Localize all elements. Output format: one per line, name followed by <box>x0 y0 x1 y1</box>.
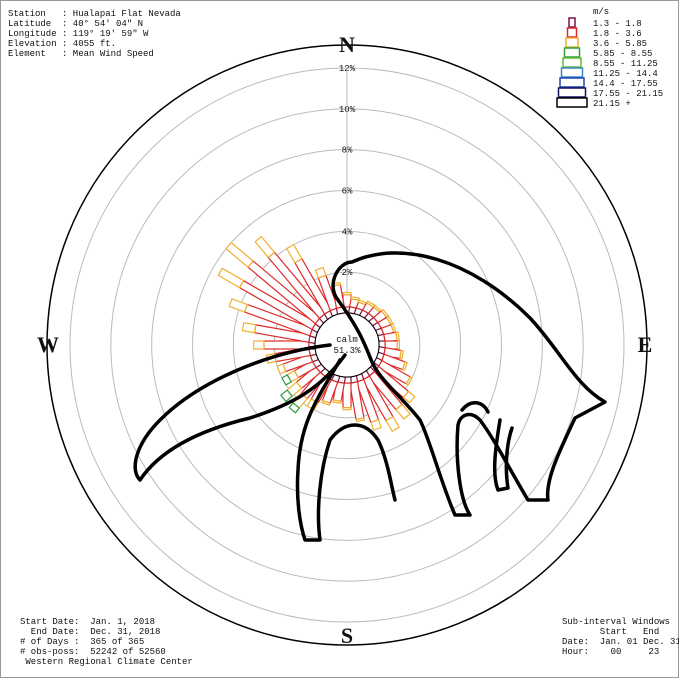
footer-text: # obs-poss: 52242 of 52560 <box>20 647 166 657</box>
footer-text: # of Days : 365 of 365 <box>20 637 144 647</box>
footer-text: Start Date: Jan. 1, 2018 <box>20 617 155 627</box>
bar-segment <box>285 243 303 264</box>
bar-segment <box>276 363 287 375</box>
legend-swatch <box>566 27 578 38</box>
bar-segment <box>399 349 405 360</box>
bar-segment <box>217 267 245 289</box>
bar-segment <box>321 399 331 406</box>
bar-segment <box>386 315 394 326</box>
bar-segment <box>385 415 400 433</box>
bar-segment <box>380 308 390 318</box>
bar-segment <box>342 291 352 296</box>
bar-segment <box>342 407 352 411</box>
legend-swatch <box>560 67 584 78</box>
compass-label: E <box>638 332 653 357</box>
direction-bar <box>225 241 326 329</box>
station-info: Station : Hualapai Flat Nevada <box>8 9 181 19</box>
bar-segment <box>332 399 342 405</box>
bar-segment <box>396 340 401 350</box>
legend-swatch <box>557 87 587 98</box>
legend-swatch <box>556 97 588 108</box>
legend-swatch <box>565 37 579 48</box>
legend-label: 5.85 - 8.55 <box>593 49 652 59</box>
legend-swatch <box>563 47 581 58</box>
animal-outline <box>460 401 490 414</box>
subinterval-text: Date: Jan. 01 Dec. 31 <box>562 637 679 647</box>
legend-label: 17.55 - 21.15 <box>593 89 663 99</box>
direction-bar <box>254 235 331 324</box>
compass-label: N <box>339 32 355 57</box>
direction-bar <box>241 322 317 345</box>
bar-segment <box>279 389 294 403</box>
legend-swatch <box>559 77 585 88</box>
station-info: Element : Mean Wind Speed <box>8 49 154 59</box>
bar-segment <box>254 235 276 259</box>
legend-label: 21.15 + <box>593 99 631 109</box>
bar-segment <box>225 241 254 268</box>
legend-swatch <box>562 57 582 68</box>
bar-segment <box>281 374 293 386</box>
bar-segment <box>395 403 411 420</box>
legend-label: 1.8 - 3.6 <box>593 29 642 39</box>
bar-segment <box>228 298 249 313</box>
legend-label: 11.25 - 14.4 <box>593 69 658 79</box>
bar-segment <box>253 340 265 350</box>
bar-segment <box>314 266 327 279</box>
bar-segment <box>405 376 413 386</box>
animal-outline <box>133 343 347 482</box>
bar-segment <box>401 361 408 371</box>
animal-outline <box>492 418 514 492</box>
legend-label: 14.4 - 17.55 <box>593 79 658 89</box>
direction-bar <box>276 351 320 375</box>
bar-segment <box>241 322 257 334</box>
calm-value: 51.3% <box>333 346 361 356</box>
calm-label: calm <box>336 335 358 345</box>
station-info: Elevation : 4055 ft. <box>8 39 116 49</box>
bar-segment <box>288 402 301 414</box>
legend-swatch <box>568 17 576 28</box>
legend-label: 1.3 - 1.8 <box>593 19 642 29</box>
legend-label: 3.6 - 5.85 <box>593 39 647 49</box>
outer-circle <box>46 44 648 646</box>
station-info: Longitude : 119° 19' 59" W <box>8 29 149 39</box>
compass-label: S <box>341 623 353 648</box>
animal-outline <box>295 358 397 542</box>
legend-title: m/s <box>593 7 609 17</box>
subinterval-text: Sub-interval Windows <box>562 617 670 627</box>
direction-bar <box>281 356 323 386</box>
bar-segment <box>370 418 383 431</box>
animal-outline <box>331 251 607 517</box>
legend-label: 8.55 - 11.25 <box>593 59 658 69</box>
direction-bar <box>279 361 326 403</box>
subinterval-text: Hour: 00 23 <box>562 647 659 657</box>
station-info: Latitude : 40° 54' 04" N <box>8 19 143 29</box>
bar-segment <box>350 296 361 301</box>
footer-text: End Date: Dec. 31, 2018 <box>20 627 160 637</box>
subinterval-text: Start End <box>562 627 659 637</box>
bar-segment <box>390 323 397 333</box>
bar-segment <box>355 417 365 423</box>
footer-text: Western Regional Climate Center <box>20 657 193 667</box>
direction-bar <box>358 369 400 433</box>
bar-segment <box>402 390 416 404</box>
bar-segment <box>395 331 401 341</box>
compass-label: W <box>37 332 59 357</box>
